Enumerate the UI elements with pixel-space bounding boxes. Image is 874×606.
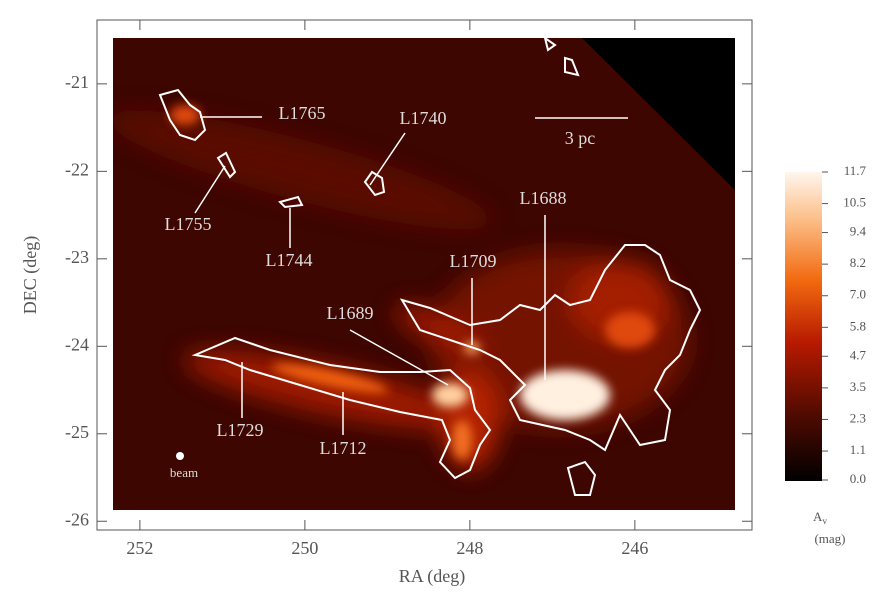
y-tick-label: -22	[65, 159, 89, 179]
y-tick-label: -21	[65, 72, 89, 92]
leader-line	[369, 132, 406, 186]
annotation: 3 pc	[565, 128, 596, 148]
colorbar-tick-label: 0.0	[850, 471, 866, 486]
axes-frame	[96, 19, 753, 531]
annotation: beam	[170, 465, 198, 480]
colorbar-tick-label: 3.5	[850, 379, 866, 394]
colorbar-symbol: A	[813, 509, 823, 524]
y-tick-label: -26	[65, 509, 89, 529]
x-axis-label: RA (deg)	[399, 566, 466, 587]
colorbar-tick-label: 2.3	[850, 410, 866, 425]
colorbar-tick-label: 11.7	[844, 163, 867, 178]
colorbar-tick-label: 5.8	[850, 318, 866, 333]
x-tick-label: 248	[456, 538, 483, 558]
colorbar-tick-label: 8.2	[850, 255, 866, 270]
colorbar-unit: (mag)	[814, 531, 845, 546]
colorbar-tick-label: 1.1	[850, 442, 866, 457]
colorbar-tick-label: 4.7	[850, 347, 867, 362]
annotation: L1740	[400, 108, 447, 128]
annotation: L1688	[520, 188, 567, 208]
x-tick-label: 246	[621, 538, 648, 558]
colorbar-tick-label: 10.5	[843, 195, 866, 210]
colorbar	[785, 172, 822, 481]
annotation: L1765	[279, 103, 326, 123]
colorbar-subscript: v	[822, 516, 827, 526]
annotation: L1712	[320, 438, 367, 458]
annotation: L1744	[266, 250, 313, 270]
x-tick-label: 252	[126, 538, 153, 558]
annotations: L1765 L1740 L1755 L1744 L1709 L1688 L1689 L1729…	[165, 103, 628, 480]
colorbar-tick-label: 7.0	[850, 287, 866, 302]
colorbar-label: Av	[813, 509, 827, 526]
y-tick-label: -24	[65, 334, 89, 354]
leader-line	[194, 165, 226, 214]
colorbar-tick-label: 9.4	[850, 224, 867, 239]
y-axis-label: DEC (deg)	[20, 236, 41, 314]
annotation: L1755	[165, 214, 212, 234]
x-tick-label: 250	[291, 538, 318, 558]
y-tick-label: -25	[65, 422, 89, 442]
annotation: L1709	[450, 251, 497, 271]
y-tick-label: -23	[65, 247, 89, 267]
annotation: L1689	[327, 303, 374, 323]
annotation: L1729	[217, 420, 264, 440]
leader-line	[349, 329, 449, 386]
